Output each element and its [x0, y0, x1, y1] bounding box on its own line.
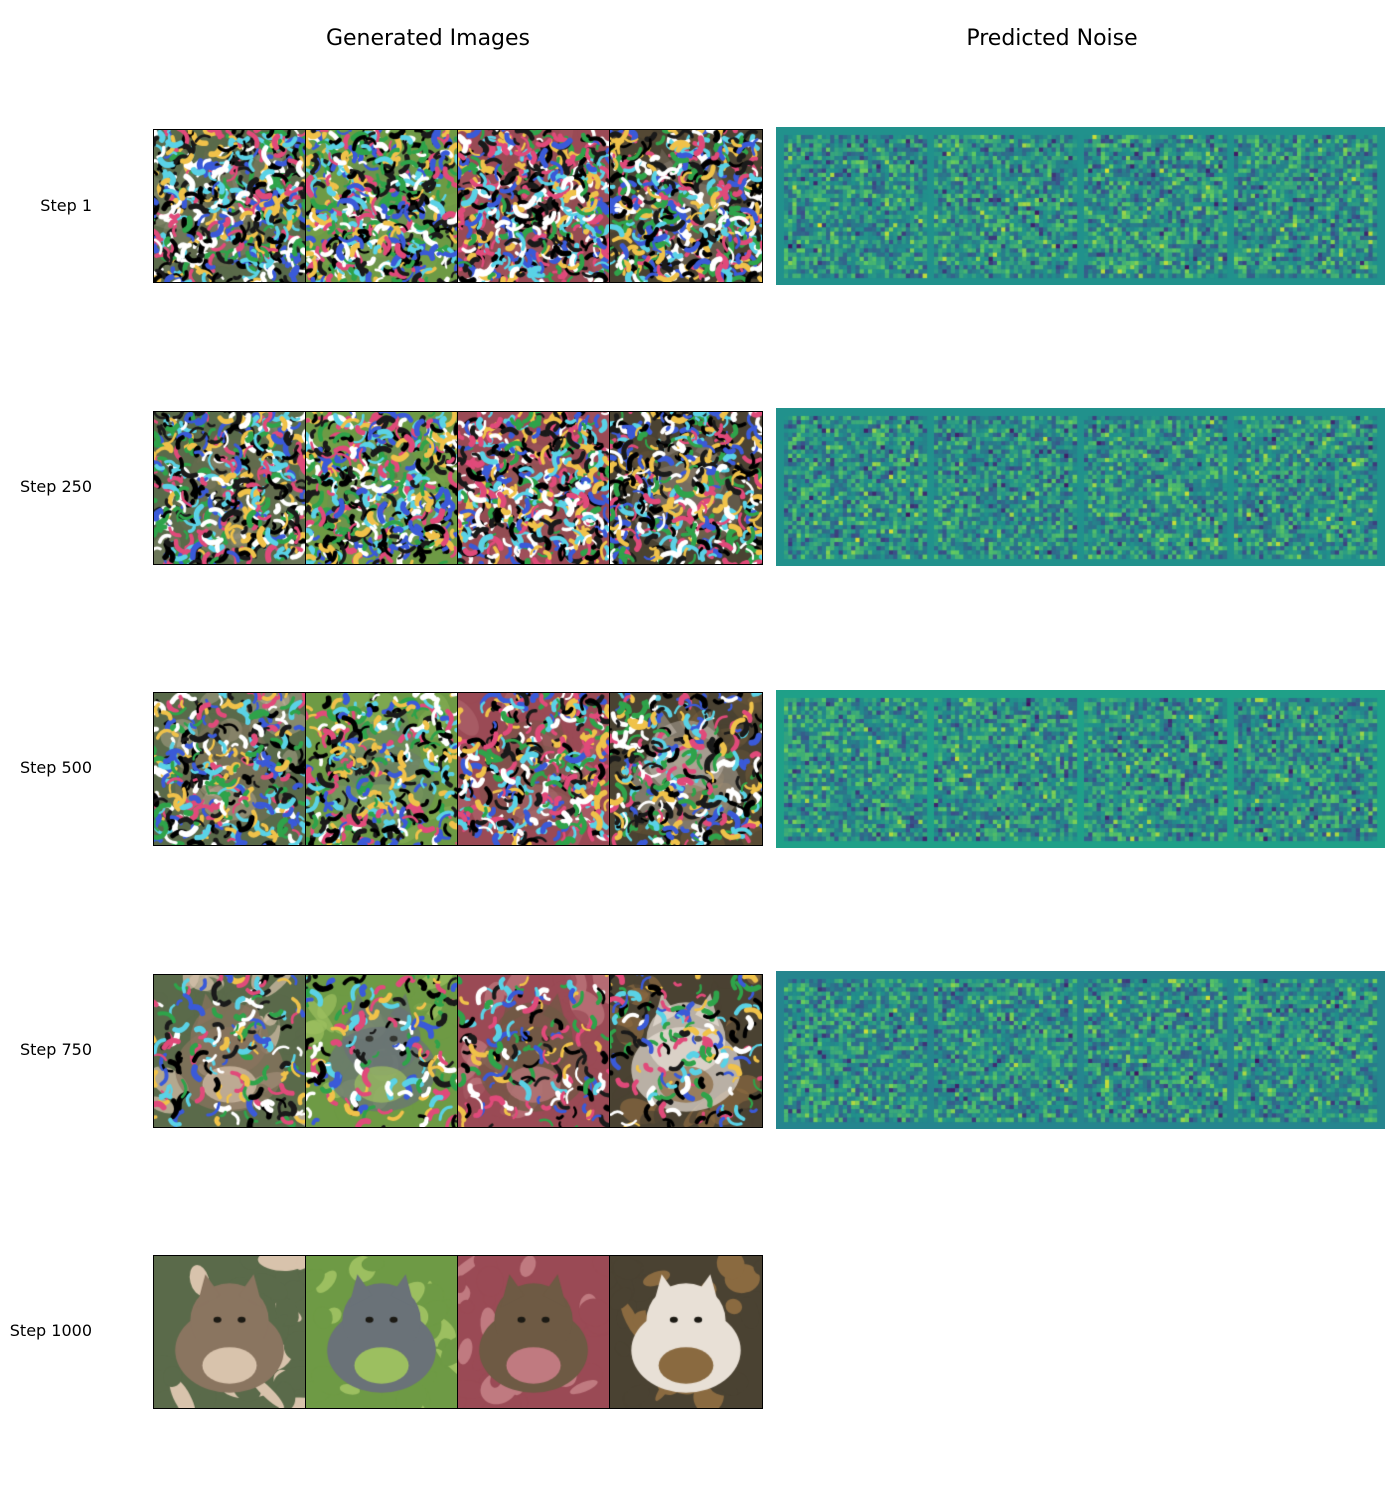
generated-image-grey-cat-in-grass [306, 1256, 458, 1408]
generated-image-grey-cat-in-grass [306, 693, 458, 845]
generated-images-strip [153, 692, 763, 846]
generated-image-tabby-cat-on-red [458, 412, 610, 564]
generated-image-tabby-cat-on-red [458, 1256, 610, 1408]
generated-images-strip [153, 129, 763, 283]
generated-image-grey-cat-in-grass [306, 130, 458, 282]
generated-image-calico-cats-in-leaves [610, 412, 762, 564]
row-label: Step 250 [19, 477, 92, 496]
row-label: Step 500 [19, 758, 92, 777]
row-label: Step 1000 [9, 1321, 92, 1340]
generated-image-grey-cat-in-grass [306, 975, 458, 1127]
predicted-noise-heatmap [776, 408, 1385, 566]
row-label: Step 1 [40, 196, 92, 215]
generated-image-calico-cats-in-leaves [610, 1256, 762, 1408]
generated-image-calico-cats-in-leaves [610, 693, 762, 845]
generated-image-tabby-cat-face [154, 975, 306, 1127]
column-title-generated-images: Generated Images [325, 26, 531, 51]
generated-image-tabby-cat-face [154, 693, 306, 845]
predicted-noise-heatmap [776, 127, 1385, 285]
generated-image-calico-cats-in-leaves [610, 130, 762, 282]
predicted-noise-heatmap [776, 690, 1385, 848]
generated-image-tabby-cat-face [154, 130, 306, 282]
generated-image-grey-cat-in-grass [306, 412, 458, 564]
column-title-predicted-noise: Predicted Noise [966, 26, 1138, 51]
generated-image-tabby-cat-on-red [458, 130, 610, 282]
generated-images-strip [153, 1255, 763, 1409]
generated-image-calico-cats-in-leaves [610, 975, 762, 1127]
generated-images-strip [153, 411, 763, 565]
generated-image-tabby-cat-on-red [458, 693, 610, 845]
generated-images-strip [153, 974, 763, 1128]
predicted-noise-heatmap [776, 971, 1385, 1129]
generated-image-tabby-cat-face [154, 1256, 306, 1408]
generated-image-tabby-cat-on-red [458, 975, 610, 1127]
row-label: Step 750 [19, 1040, 92, 1059]
generated-image-tabby-cat-face [154, 412, 306, 564]
